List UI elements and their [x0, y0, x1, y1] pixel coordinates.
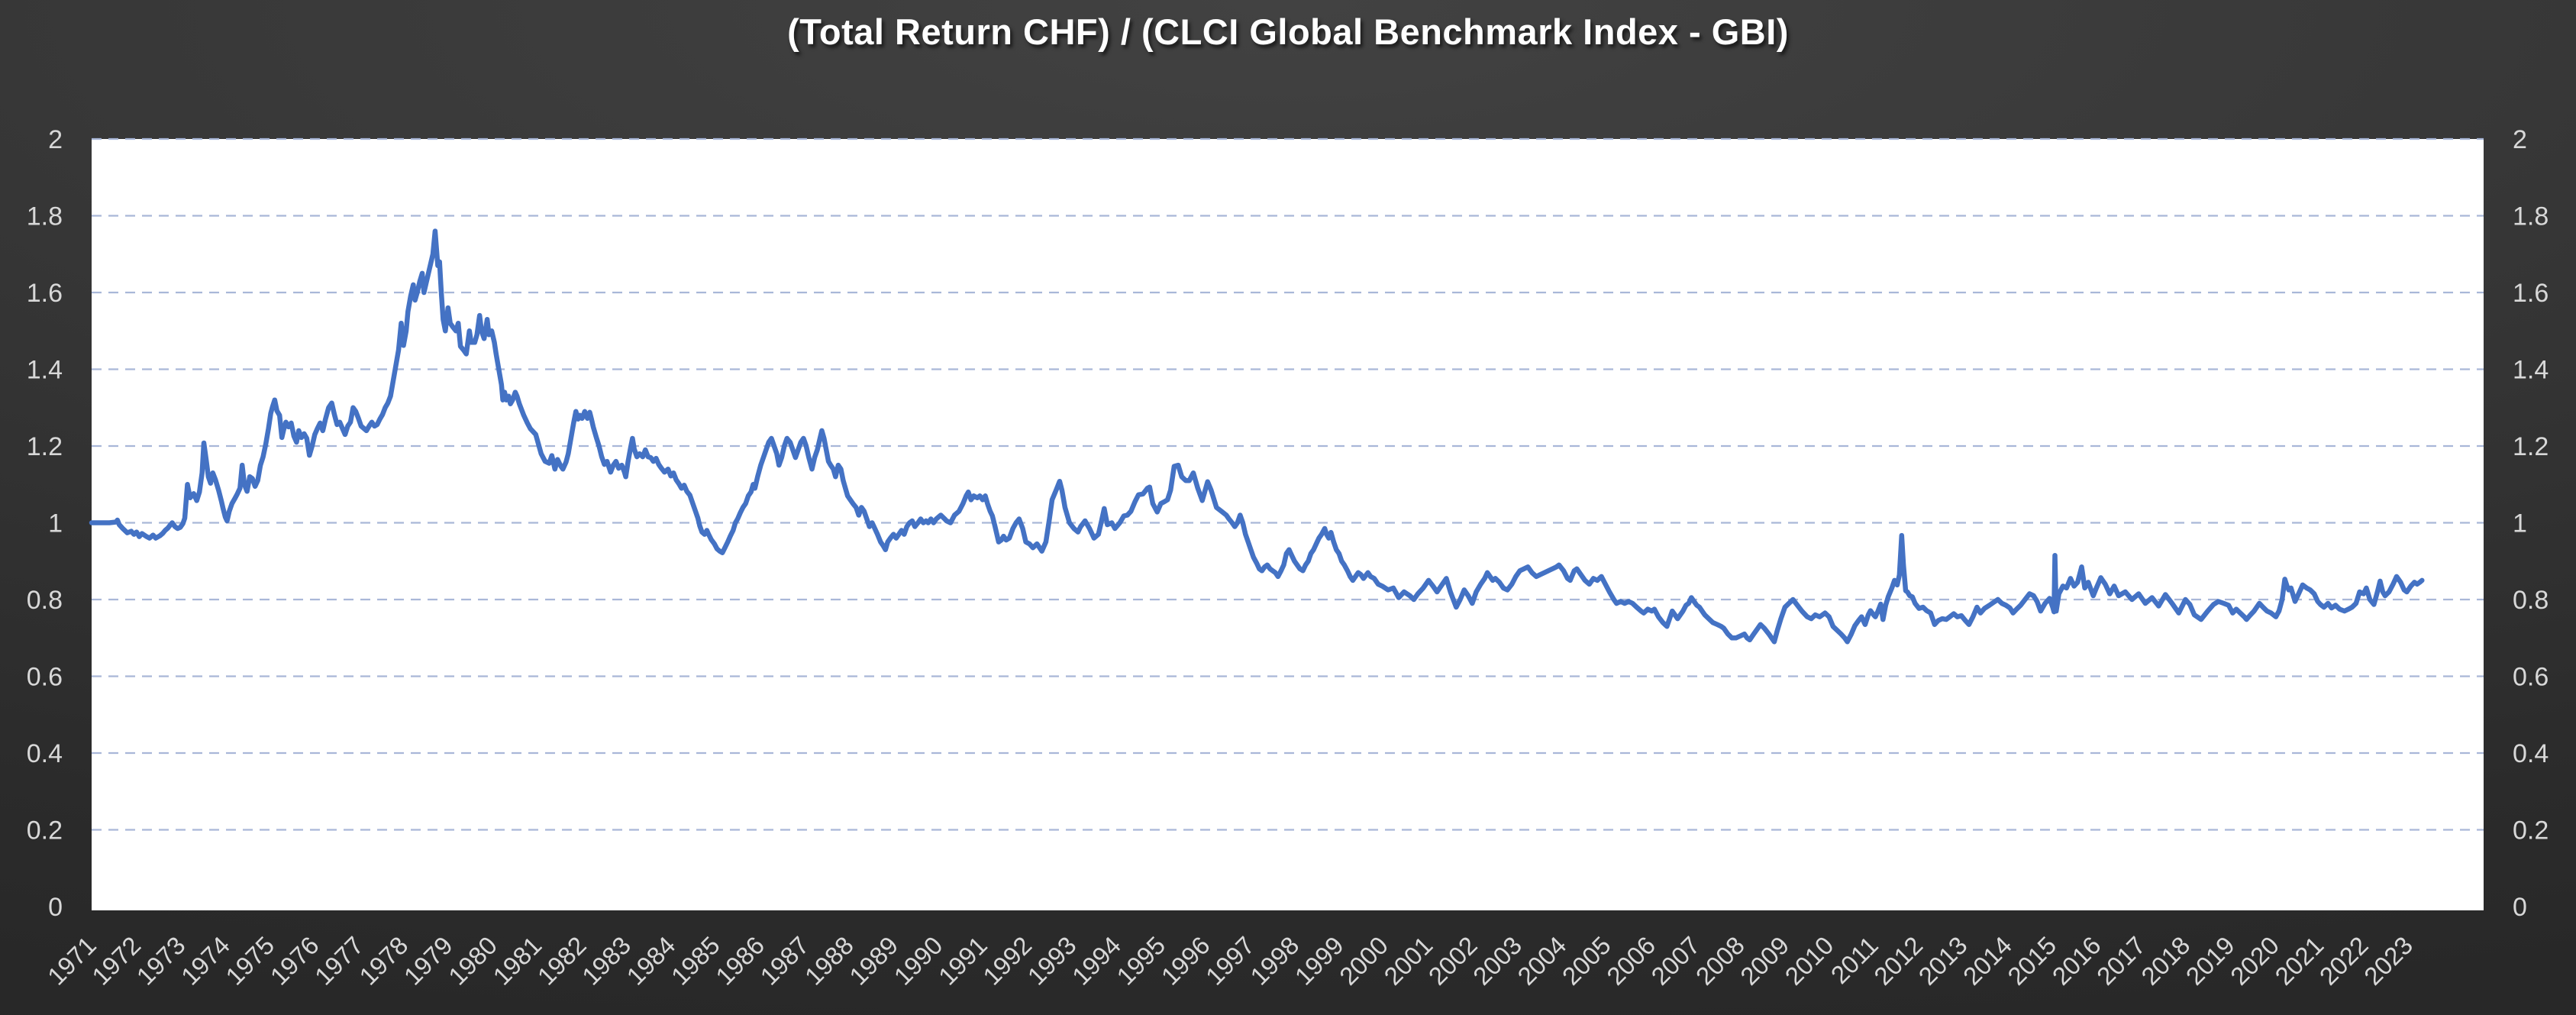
x-axis-year-label: 1997: [1200, 931, 1260, 991]
x-axis-year-label: 1979: [399, 931, 458, 991]
y-axis-left-label: 1.8: [27, 202, 63, 231]
x-axis-year-label: 2005: [1557, 931, 1616, 991]
y-axis-right-label: 0.4: [2513, 739, 2549, 768]
x-axis-year-label: 1983: [576, 931, 636, 991]
x-axis-year-label: 1980: [443, 931, 502, 991]
x-axis-year-label: 1982: [532, 931, 592, 991]
x-axis-year-label: 2023: [2358, 931, 2418, 991]
x-axis-year-label: 2016: [2047, 931, 2106, 991]
x-axis-year-label: 2002: [1423, 931, 1483, 991]
y-axis-left-label: 1: [48, 509, 63, 538]
y-axis-right-label: 0.8: [2513, 586, 2549, 615]
x-axis-year-label: 1994: [1067, 931, 1126, 991]
x-axis-year-label: 1975: [220, 931, 279, 991]
x-axis-year-label: 2007: [1645, 931, 1705, 991]
x-axis-year-label: 1989: [844, 931, 903, 991]
y-axis-right-label: 2: [2513, 125, 2527, 154]
x-axis-year-label: 1991: [933, 931, 993, 991]
y-axis-right-label: 0.6: [2513, 663, 2549, 692]
x-axis-year-label: 1977: [309, 931, 369, 991]
y-axis-left-label: 0.6: [27, 663, 63, 692]
x-axis-year-label: 1973: [131, 931, 191, 991]
x-axis-year-label: 2006: [1601, 931, 1661, 991]
x-axis-year-label: 2020: [2225, 931, 2284, 991]
x-axis-year-label: 2014: [1958, 931, 2017, 991]
y-axis-left-label: 1.2: [27, 432, 63, 461]
x-axis-year-label: 1981: [487, 931, 547, 991]
y-axis-left-label: 2: [48, 125, 63, 154]
chart-title: (Total Return CHF) / (CLCI Global Benchm…: [787, 11, 1789, 52]
x-axis-year-label: 1984: [621, 931, 680, 991]
x-axis-year-label: 2017: [2091, 931, 2151, 991]
y-axis-right-label: 1: [2513, 509, 2527, 538]
y-axis-right-label: 1.4: [2513, 356, 2549, 385]
x-axis-year-label: 2008: [1690, 931, 1750, 991]
x-axis-year-label: 1988: [799, 931, 859, 991]
x-axis-year-label: 1974: [176, 931, 235, 991]
x-axis-year-label: 1998: [1244, 931, 1304, 991]
x-axis-year-label: 1985: [666, 931, 725, 991]
x-axis-year-label: 2000: [1334, 931, 1393, 991]
y-axis-left-label: 0.8: [27, 586, 63, 615]
x-axis-year-label: 1992: [977, 931, 1037, 991]
x-axis-year-label: 2021: [2269, 931, 2329, 991]
plot-area: [92, 139, 2484, 910]
x-axis-year-label: 1972: [86, 931, 146, 991]
x-axis-year-label: 1987: [754, 931, 814, 991]
x-axis-year-label: 1978: [353, 931, 413, 991]
x-axis-year-label: 2004: [1512, 931, 1571, 991]
y-axis-left-label: 0.2: [27, 816, 63, 845]
x-axis-year-label: 2010: [1780, 931, 1839, 991]
x-axis-year-label: 1993: [1022, 931, 1082, 991]
x-axis-year-label: 2011: [1825, 931, 1884, 989]
x-axis-year-label: 1976: [265, 931, 324, 991]
x-axis-year-label: 2018: [2135, 931, 2195, 991]
y-axis-right-label: 0: [2513, 893, 2527, 922]
y-axis-right-label: 1.2: [2513, 432, 2549, 461]
x-axis-year-label: 2015: [2002, 931, 2061, 991]
x-axis-year-label: 2012: [1868, 931, 1928, 991]
x-axis-year-label: 1995: [1111, 931, 1170, 991]
y-axis-left-label: 0: [48, 893, 63, 922]
x-axis-year-label: 2019: [2181, 931, 2240, 991]
x-axis-year-label: 1999: [1290, 931, 1349, 991]
y-axis-left-label: 1.6: [27, 279, 63, 308]
x-axis-year-label: 2001: [1378, 931, 1438, 991]
x-axis-year-label: 1986: [710, 931, 770, 991]
x-axis-year-label: 2003: [1467, 931, 1527, 991]
y-axis-right-label: 1.8: [2513, 202, 2549, 231]
x-axis-year-label: 2009: [1735, 931, 1794, 991]
data-line-series: [89, 228, 2425, 645]
y-axis-left-label: 1.4: [27, 356, 63, 385]
x-axis-year-label: 1996: [1156, 931, 1215, 991]
x-axis-year-label: 1971: [42, 931, 102, 991]
y-axis-right-label: 0.2: [2513, 816, 2549, 845]
x-axis-year-label: 2013: [1913, 931, 1973, 991]
y-axis-left-label: 0.4: [27, 739, 63, 768]
y-axis-right-label: 1.6: [2513, 279, 2549, 308]
x-axis-year-label: 1990: [889, 931, 948, 991]
x-axis-year-label: 2022: [2314, 931, 2374, 991]
